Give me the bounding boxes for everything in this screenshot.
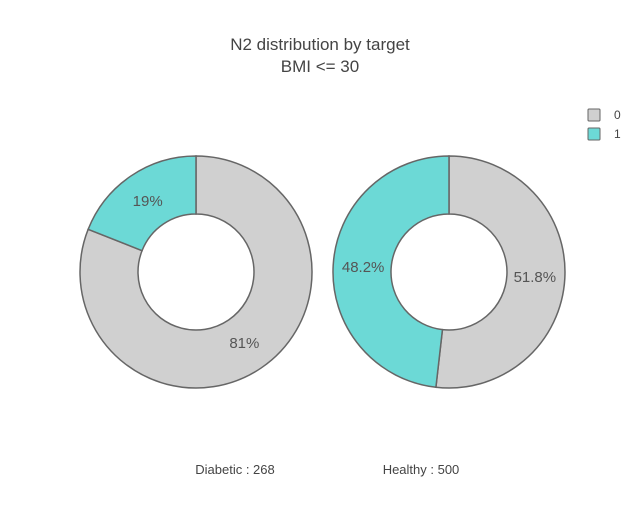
legend-swatch-1[interactable] <box>587 127 601 141</box>
pie-slice-healthy-0[interactable] <box>435 155 566 389</box>
legend-label-1[interactable]: 1 <box>614 127 621 141</box>
pie-chart-healthy: 51.8% 48.2% <box>332 155 566 389</box>
caption-diabetic: Diabetic : 268 <box>195 462 275 477</box>
caption-healthy: Healthy : 500 <box>383 462 460 477</box>
pie-slice-healthy-1[interactable] <box>332 155 450 389</box>
legend-label-0[interactable]: 0 <box>614 108 621 122</box>
pie-label-diabetic-1: 19% <box>133 193 163 210</box>
pie-slice-diabetic-0[interactable] <box>79 155 313 389</box>
pie-chart-diabetic: 81% 19% <box>79 155 313 389</box>
chart-subtitle: BMI <= 30 <box>281 57 359 76</box>
pie-slice-diabetic-1[interactable] <box>87 155 197 252</box>
legend: 0 1 <box>587 108 621 141</box>
pie-label-diabetic-0: 81% <box>229 335 259 352</box>
pie-label-healthy-0: 51.8% <box>514 269 557 286</box>
pie-label-healthy-1: 48.2% <box>342 259 385 276</box>
chart-title: N2 distribution by target <box>230 35 410 54</box>
legend-swatch-0[interactable] <box>587 108 601 122</box>
